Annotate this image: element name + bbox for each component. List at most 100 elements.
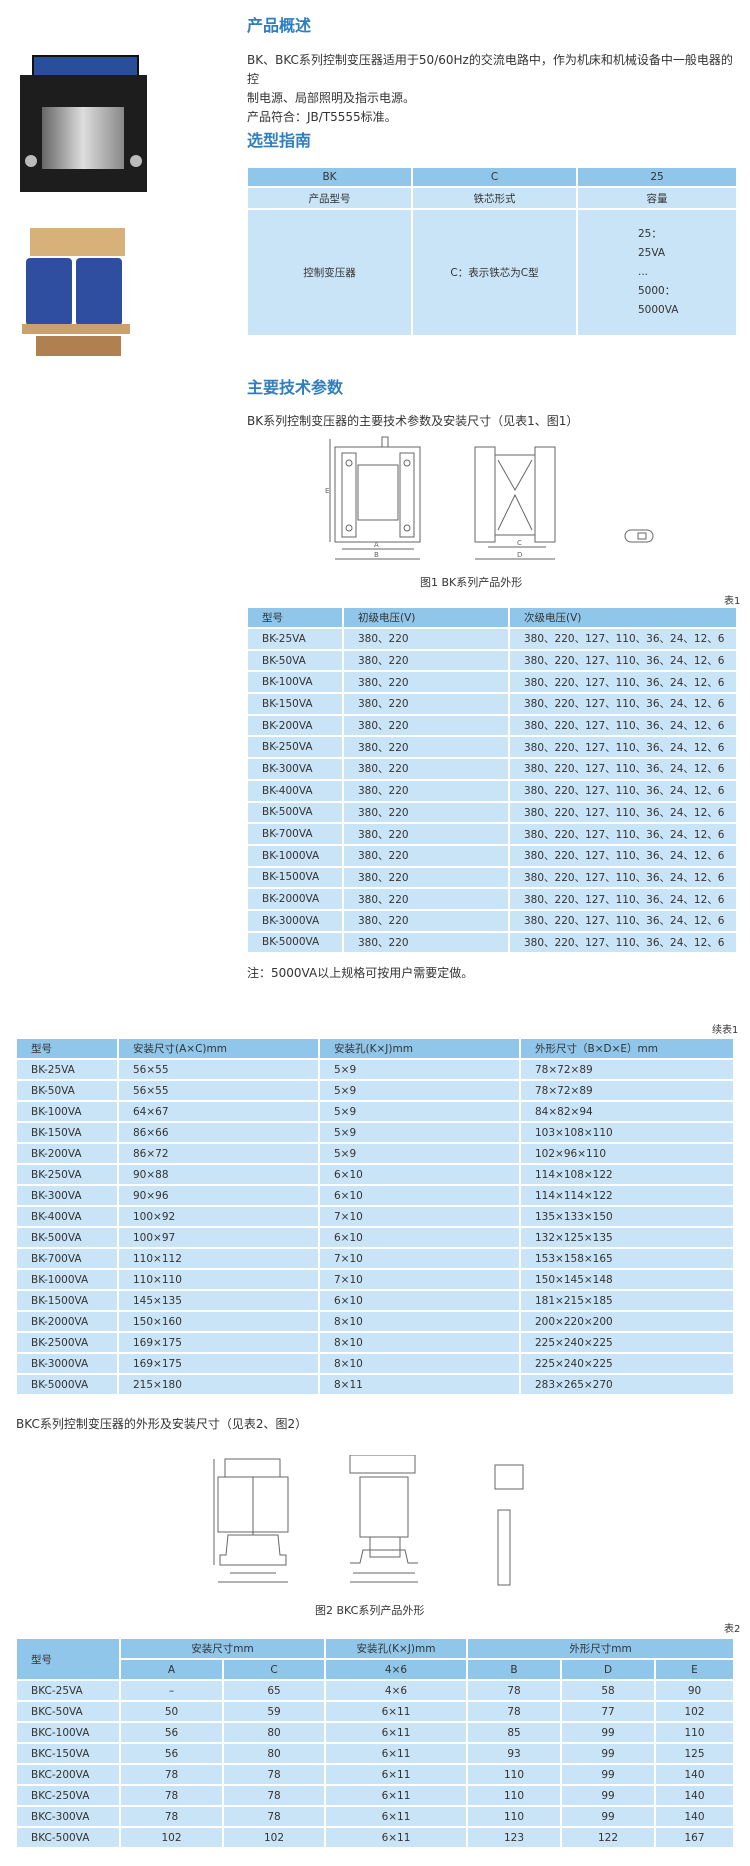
column-header: 型号 xyxy=(15,1637,121,1681)
table-cell: BK-300VA xyxy=(15,1184,119,1207)
table-cell: BKC-500VA xyxy=(15,1826,121,1849)
table-row: BK-25VA 380、220 380、220、127、110、36、24、12、6 xyxy=(246,627,738,651)
table-cell: BK-2500VA xyxy=(15,1331,119,1354)
table-row: BK-5000VA 380、220 380、220、127、110、36、24、12… xyxy=(246,930,738,955)
guide-label: 容量 xyxy=(576,186,738,210)
table-cell: 380、220、127、110、36、24、12、6 xyxy=(508,670,738,695)
table-cell: 7×10 xyxy=(318,1268,521,1291)
table-cell: BK-5000VA xyxy=(246,930,344,955)
table-cell: 4×6 xyxy=(324,1679,468,1702)
capacity-line: 25： xyxy=(638,228,662,240)
table-cell: 380、220、127、110、36、24、12、6 xyxy=(508,930,738,955)
table-cell: 380、220、127、110、36、24、12、6 xyxy=(508,735,738,760)
table-cell: 77 xyxy=(560,1700,656,1723)
column-header: 次级电压(V) xyxy=(508,606,738,629)
column-header: 外形尺寸mm xyxy=(466,1637,735,1660)
table-1: 型号 初级电压(V) 次级电压(V) BK-25VA 380、220 380、220、12… xyxy=(246,606,738,955)
table-cell: 110×112 xyxy=(117,1247,320,1270)
table-cell: 380、220 xyxy=(342,692,510,716)
table-cell: 380、220、127、110、36、24、12、6 xyxy=(508,692,738,716)
table-cell: 5×9 xyxy=(318,1058,521,1081)
table-cell: 85 xyxy=(466,1721,562,1744)
fig1-label-e: E xyxy=(325,487,329,495)
column-header: 安装尺寸(A×C)mm xyxy=(117,1037,320,1060)
table-1b-tag: 续表1 xyxy=(712,1025,739,1036)
table-cell: 99 xyxy=(560,1763,656,1786)
table-row: BKC-200VA 78 78 6×11 110 99 140 xyxy=(15,1763,735,1786)
table-row: BK-700VA 380、220 380、220、127、110、36、24、12、… xyxy=(246,822,738,846)
table-cell: 125 xyxy=(654,1742,735,1765)
table-cell: 78 xyxy=(222,1805,326,1828)
table-cell: BK-1000VA xyxy=(15,1268,119,1291)
table-cell: BK-500VA xyxy=(246,800,344,825)
table-cell: 6×11 xyxy=(324,1721,468,1744)
table-cell: 7×10 xyxy=(318,1205,521,1228)
table-row: BK-50VA 380、220 380、220、127、110、36、24、12、6 xyxy=(246,648,738,673)
table-cell: BK-1500VA xyxy=(15,1289,119,1312)
bkc-intro: BKC系列控制变压器的外形及安装尺寸（见表2、图2） xyxy=(16,1417,308,1431)
table-cell: 6×11 xyxy=(324,1763,468,1786)
table-cell: BK-500VA xyxy=(15,1226,119,1249)
table-cell: 6×11 xyxy=(324,1805,468,1828)
table-cell: BKC-50VA xyxy=(15,1700,121,1723)
table-cell: BK-150VA xyxy=(15,1121,119,1144)
table-row: BKC-150VA 56 80 6×11 93 99 125 xyxy=(15,1742,735,1765)
table-group-header-row: 型号 安装尺寸mm 安装孔(K×J)mm 外形尺寸mm xyxy=(15,1637,735,1681)
table-cell: 102 xyxy=(119,1826,224,1849)
capacity-line: 5000： xyxy=(638,285,676,297)
guide-code: BK xyxy=(246,166,413,188)
table-cell: BK-300VA xyxy=(246,757,344,781)
fig1-label-d: D xyxy=(517,551,522,559)
table-row: BKC-300VA 78 78 6×11 110 99 140 xyxy=(15,1805,735,1828)
table-cell: 380、220、127、110、36、24、12、6 xyxy=(508,778,738,803)
table-cell: 380、220 xyxy=(342,778,510,803)
capacity-line: ... xyxy=(638,266,649,278)
table-cell: 225×240×225 xyxy=(519,1352,735,1375)
table-cell: 380、220、127、110、36、24、12、6 xyxy=(508,822,738,846)
table-cell: BK-250VA xyxy=(15,1163,119,1186)
table-1-continued: 型号 安装尺寸(A×C)mm 安装孔(K×J)mm 外形尺寸（B×D×E）mm BK-2… xyxy=(15,1037,735,1396)
table-cell: 110 xyxy=(466,1784,562,1807)
table-cell: 114×108×122 xyxy=(519,1163,735,1186)
table-cell: 169×175 xyxy=(117,1331,320,1354)
table-cell: 50 xyxy=(119,1700,224,1723)
table-cell: 78 xyxy=(222,1784,326,1807)
table-row: BK-2000VA 380、220 380、220、127、110、36、24、12… xyxy=(246,887,738,911)
column-header: 安装孔(K×J)mm xyxy=(318,1037,521,1060)
column-subheader: C xyxy=(222,1658,326,1681)
table-row: BK-100VA 380、220 380、220、127、110、36、24、12、… xyxy=(246,670,738,695)
table-row: BK-500VA 100×97 6×10 132×125×135 xyxy=(15,1226,735,1249)
tech-intro: BK系列控制变压器的主要技术参数及安装尺寸（见表1、图1） xyxy=(247,414,579,428)
table-cell: 78×72×89 xyxy=(519,1058,735,1081)
table-cell: 90 xyxy=(654,1679,735,1702)
table-row: BK-3000VA 380、220 380、220、127、110、36、24、12… xyxy=(246,908,738,933)
table-cell: 65 xyxy=(222,1679,326,1702)
table-cell: 380、220、127、110、36、24、12、6 xyxy=(508,713,738,738)
column-subheader: E xyxy=(654,1658,735,1681)
table-cell: BK-250VA xyxy=(246,735,344,760)
table-cell: 5×9 xyxy=(318,1121,521,1144)
table-cell: 99 xyxy=(560,1742,656,1765)
table-header-row: 型号 安装尺寸(A×C)mm 安装孔(K×J)mm 外形尺寸（B×D×E）mm xyxy=(15,1037,735,1060)
table-row: BK-1000VA 110×110 7×10 150×145×148 xyxy=(15,1268,735,1291)
tech-title: 主要技术参数 xyxy=(247,378,344,397)
capacity-line: 5000VA xyxy=(638,304,679,316)
table-cell: 380、220、127、110、36、24、12、6 xyxy=(508,757,738,781)
table-cell: 78 xyxy=(119,1784,224,1807)
table-row: BKC-50VA 50 59 6×11 78 77 102 xyxy=(15,1700,735,1723)
table-cell: 6×10 xyxy=(318,1184,521,1207)
table-cell: 169×175 xyxy=(117,1352,320,1375)
table-row: BK-300VA 380、220 380、220、127、110、36、24、12、… xyxy=(246,757,738,781)
table-row: BK-400VA 100×92 7×10 135×133×150 xyxy=(15,1205,735,1228)
table-cell: 56 xyxy=(119,1721,224,1744)
table-cell: 380、220、127、110、36、24、12、6 xyxy=(508,648,738,673)
table-cell: 380、220 xyxy=(342,822,510,846)
table-cell: 380、220 xyxy=(342,670,510,695)
table-row: BK-100VA 64×67 5×9 84×82×94 xyxy=(15,1100,735,1123)
table-row: BK-5000VA 215×180 8×11 283×265×270 xyxy=(15,1373,735,1396)
fig1-label-a: A xyxy=(374,541,379,549)
column-header: 型号 xyxy=(15,1037,119,1060)
table-cell: 6×10 xyxy=(318,1226,521,1249)
table-cell: BK-1000VA xyxy=(246,843,344,868)
table-2-tag: 表2 xyxy=(724,1624,741,1635)
